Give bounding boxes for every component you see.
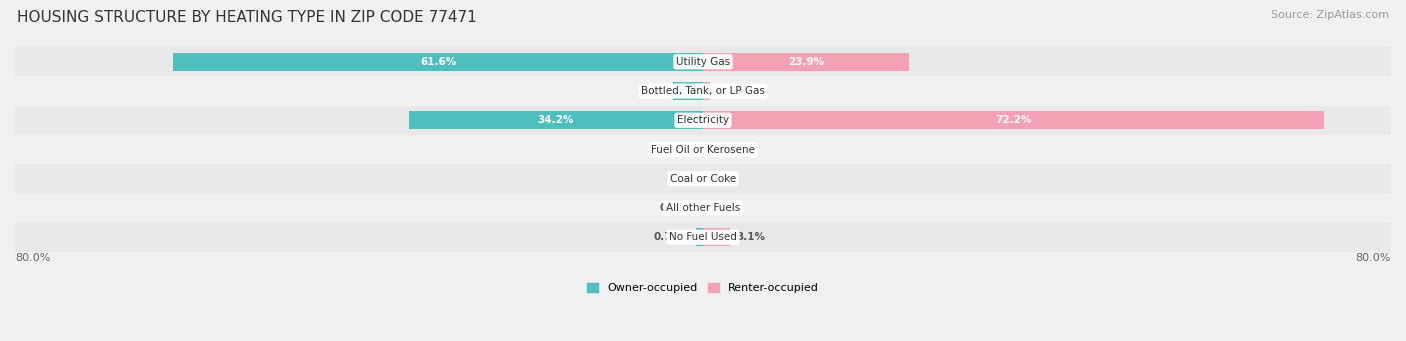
- Text: Electricity: Electricity: [676, 115, 730, 125]
- Text: 3.1%: 3.1%: [737, 232, 765, 242]
- Legend: Owner-occupied, Renter-occupied: Owner-occupied, Renter-occupied: [586, 283, 820, 294]
- Text: 0.0%: 0.0%: [666, 174, 696, 184]
- Bar: [15, 106, 1391, 135]
- Text: 0.0%: 0.0%: [666, 145, 696, 154]
- Text: Utility Gas: Utility Gas: [676, 57, 730, 67]
- Text: 0.0%: 0.0%: [710, 203, 740, 213]
- Text: 0.86%: 0.86%: [717, 86, 754, 96]
- Bar: [15, 164, 1391, 193]
- Text: 0.0%: 0.0%: [710, 174, 740, 184]
- Bar: [703, 228, 730, 246]
- Text: 61.6%: 61.6%: [420, 57, 456, 67]
- Text: 23.9%: 23.9%: [787, 57, 824, 67]
- Text: Bottled, Tank, or LP Gas: Bottled, Tank, or LP Gas: [641, 86, 765, 96]
- Bar: [673, 82, 703, 100]
- Text: HOUSING STRUCTURE BY HEATING TYPE IN ZIP CODE 77471: HOUSING STRUCTURE BY HEATING TYPE IN ZIP…: [17, 10, 477, 25]
- Text: Fuel Oil or Kerosene: Fuel Oil or Kerosene: [651, 145, 755, 154]
- Bar: [173, 53, 703, 71]
- Bar: [15, 193, 1391, 223]
- Text: 72.2%: 72.2%: [995, 115, 1032, 125]
- Text: 0.0%: 0.0%: [710, 145, 740, 154]
- Bar: [15, 47, 1391, 76]
- Bar: [409, 111, 703, 129]
- Bar: [15, 76, 1391, 106]
- Bar: [15, 135, 1391, 164]
- Text: 0.76%: 0.76%: [654, 232, 689, 242]
- Text: 0.02%: 0.02%: [659, 203, 696, 213]
- Bar: [696, 228, 703, 246]
- Bar: [703, 82, 710, 100]
- Bar: [703, 111, 1324, 129]
- Text: 3.5%: 3.5%: [637, 86, 666, 96]
- Text: Source: ZipAtlas.com: Source: ZipAtlas.com: [1271, 10, 1389, 20]
- Bar: [15, 223, 1391, 252]
- Text: 34.2%: 34.2%: [537, 115, 574, 125]
- Text: Coal or Coke: Coal or Coke: [669, 174, 737, 184]
- Text: 80.0%: 80.0%: [1355, 253, 1391, 263]
- Text: No Fuel Used: No Fuel Used: [669, 232, 737, 242]
- Text: All other Fuels: All other Fuels: [666, 203, 740, 213]
- Text: 80.0%: 80.0%: [15, 253, 51, 263]
- Bar: [703, 53, 908, 71]
